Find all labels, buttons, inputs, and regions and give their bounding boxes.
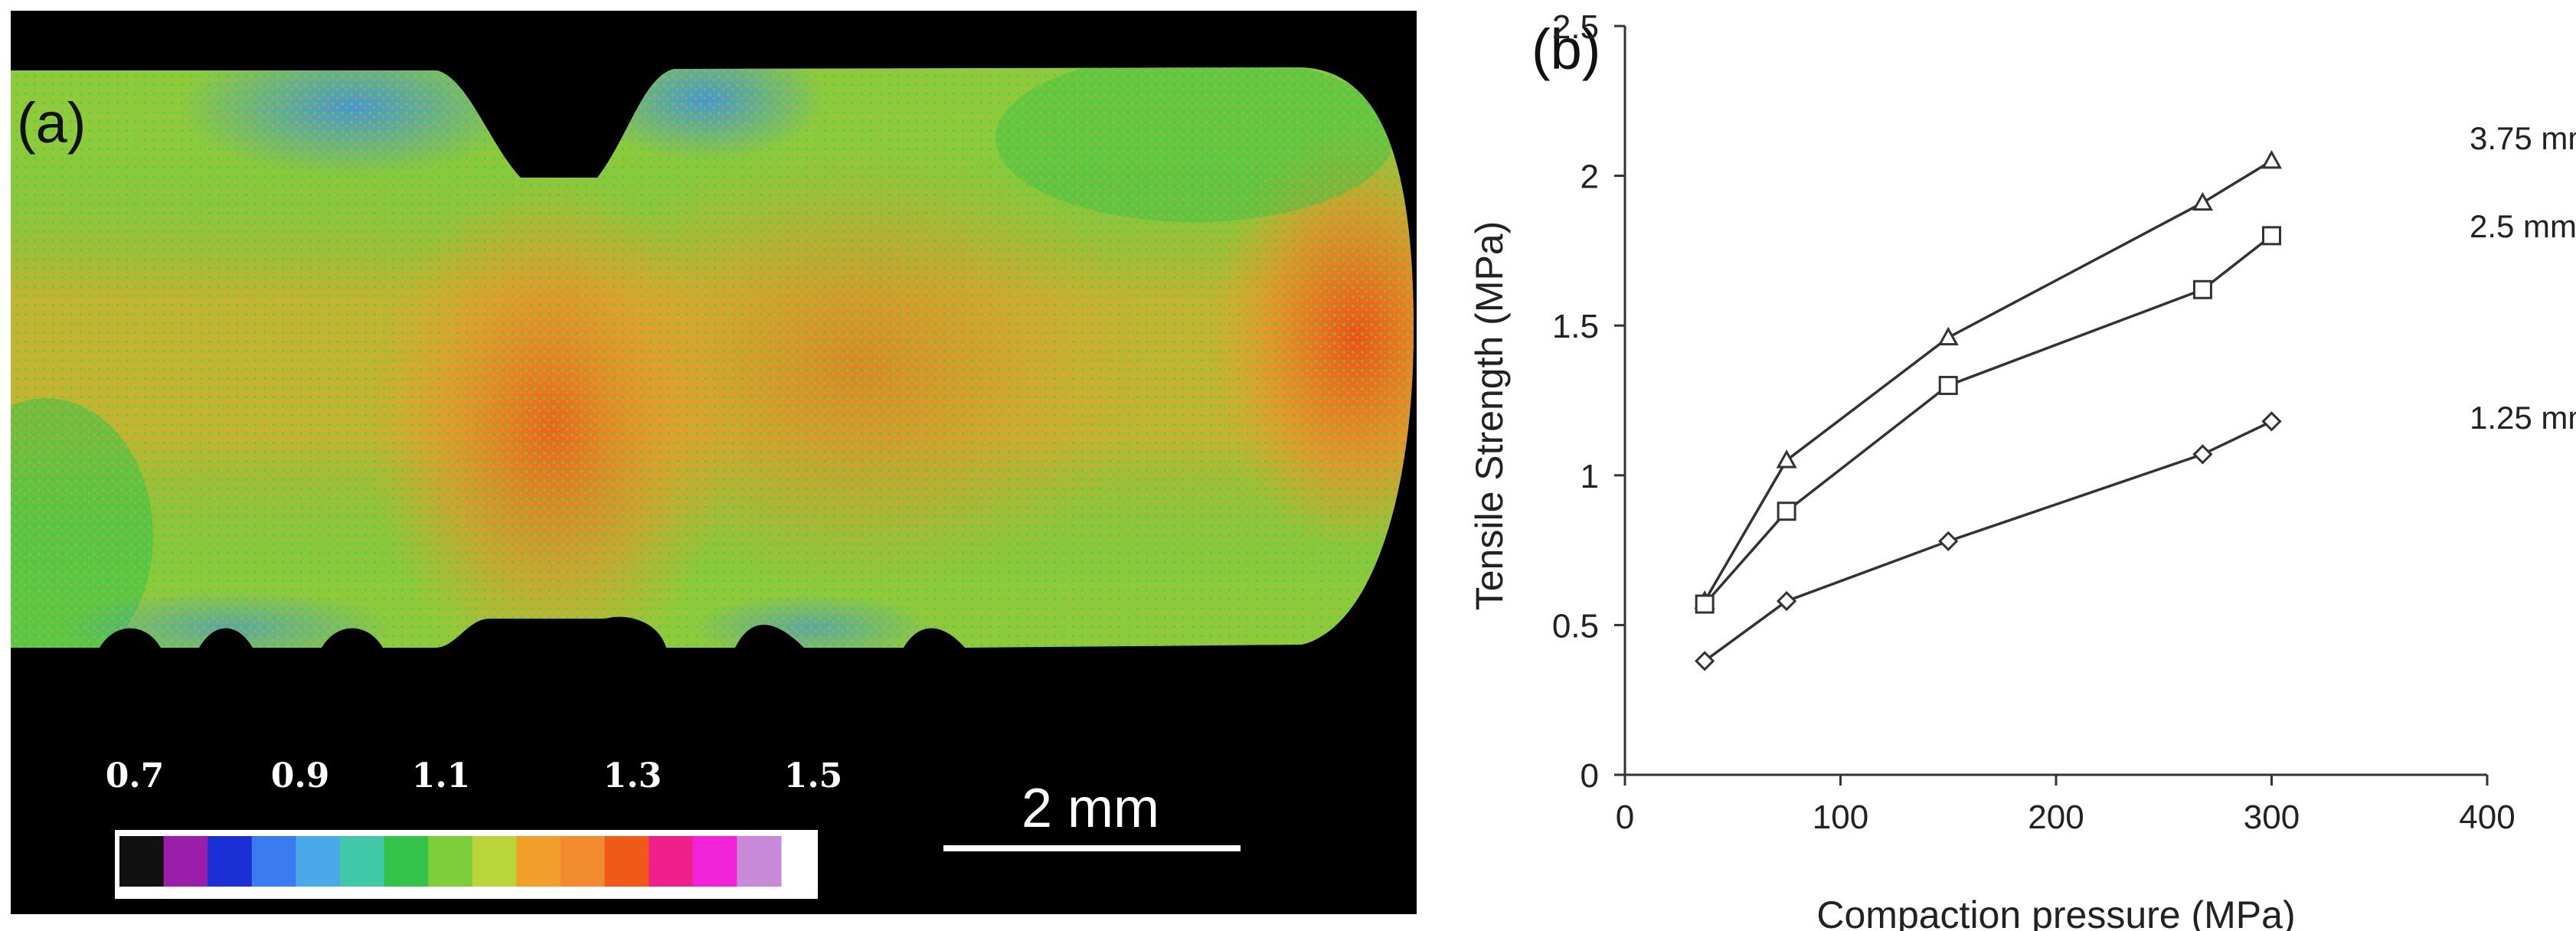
series-label: 3.75 mm [2470, 120, 2576, 156]
chart-svg: (b) 0 100 200 300 400 0 0.5 1 1.5 2 2.5 3.75 mm 2.5… [1468, 8, 2576, 931]
colorbar-swatch [472, 836, 517, 887]
chart-axes: 0 100 200 300 400 0 0.5 1 1.5 2 2.5 [1552, 8, 2516, 836]
colorbar-tick-label: 0.9 [271, 756, 330, 795]
series-2-5-mm: 2.5 mm [1695, 208, 2576, 614]
colorbar-tick-label: 1.1 [412, 756, 471, 795]
colorbar-swatch [119, 836, 165, 887]
colorbar-swatch [649, 836, 694, 887]
data-point [2261, 149, 2283, 169]
data-point [1777, 590, 1797, 612]
y-tick-label: 1.5 [1552, 308, 1599, 345]
series-label: 2.5 mm [2470, 208, 2576, 244]
y-tick-label: 1 [1581, 458, 1599, 495]
x-tick-label: 400 [2459, 799, 2515, 836]
series-3-75-mm: 3.75 mm [1694, 120, 2576, 609]
colorbar-swatch [737, 836, 782, 887]
colorbar-tick-labels: 0.7 0.9 1.1 1.3 1.5 [106, 756, 843, 795]
panel-b-label: (b) [1532, 18, 1600, 81]
colorbar-swatch [561, 836, 606, 887]
colorbar-swatch [208, 836, 253, 887]
colorbar-swatch [340, 836, 385, 887]
data-point [1938, 531, 1959, 551]
y-tick-label: 2 [1581, 158, 1599, 196]
data-point [2192, 444, 2213, 465]
x-tick-label: 300 [2244, 799, 2300, 836]
density-map-figure: (a) 0.7 0.9 1.1 1.3 1.5 2 mm [11, 11, 1417, 914]
data-point [1777, 501, 1796, 521]
density-map-panel: (a) 0.7 0.9 1.1 1.3 1.5 2 mm [11, 11, 1417, 914]
panel-a-label: (a) [17, 91, 86, 155]
colorbar-swatch [692, 836, 737, 887]
data-point [2262, 226, 2281, 246]
y-tick-label: 0 [1581, 757, 1599, 795]
colorbar-swatch [296, 836, 341, 887]
colorbar-swatch [604, 836, 649, 887]
tablet-density-field [11, 67, 1414, 648]
y-tick-label: 2.5 [1552, 8, 1599, 46]
x-tick-label: 100 [1813, 799, 1868, 836]
data-point [1776, 449, 1797, 469]
data-point [1695, 651, 1715, 671]
data-point [1937, 326, 1959, 346]
colorbar-swatch [516, 836, 561, 887]
x-tick-label: 200 [2028, 799, 2084, 836]
x-tick-label: 0 [1616, 799, 1634, 836]
y-tick-label: 0.5 [1552, 607, 1599, 645]
series-line [1703, 234, 2273, 606]
data-point [1695, 594, 1715, 614]
x-axis-title: Compaction pressure (MPa) [1816, 893, 2295, 931]
series-1-25-mm: 1.25 mm [1695, 400, 2576, 671]
colorbar-tick-label: 1.5 [784, 756, 843, 795]
colorbar-swatch [384, 836, 429, 887]
colorbar-tick-label: 1.3 [603, 756, 662, 795]
series-line [1703, 159, 2273, 602]
data-point [2261, 411, 2282, 432]
data-point [1938, 375, 1958, 395]
y-axis-title: Tensile Strength (MPa) [1468, 221, 1511, 611]
colorbar-tick-label: 0.7 [106, 756, 165, 795]
colorbar-swatch [428, 836, 473, 887]
data-point [2192, 279, 2212, 299]
scale-bar-label: 2 mm [1022, 778, 1159, 839]
colorbar-swatch [163, 836, 208, 887]
tensile-strength-chart: (b) 0 100 200 300 400 0 0.5 1 1.5 2 2.5 3.75 mm 2.5… [1417, 0, 2576, 931]
colorbar-swatch [251, 836, 296, 887]
data-point [2192, 191, 2213, 211]
colorbar [119, 836, 782, 887]
series-label: 1.25 mm [2470, 400, 2576, 436]
chart-series: 3.75 mm 2.5 mm 1.25 mm [1694, 120, 2576, 671]
